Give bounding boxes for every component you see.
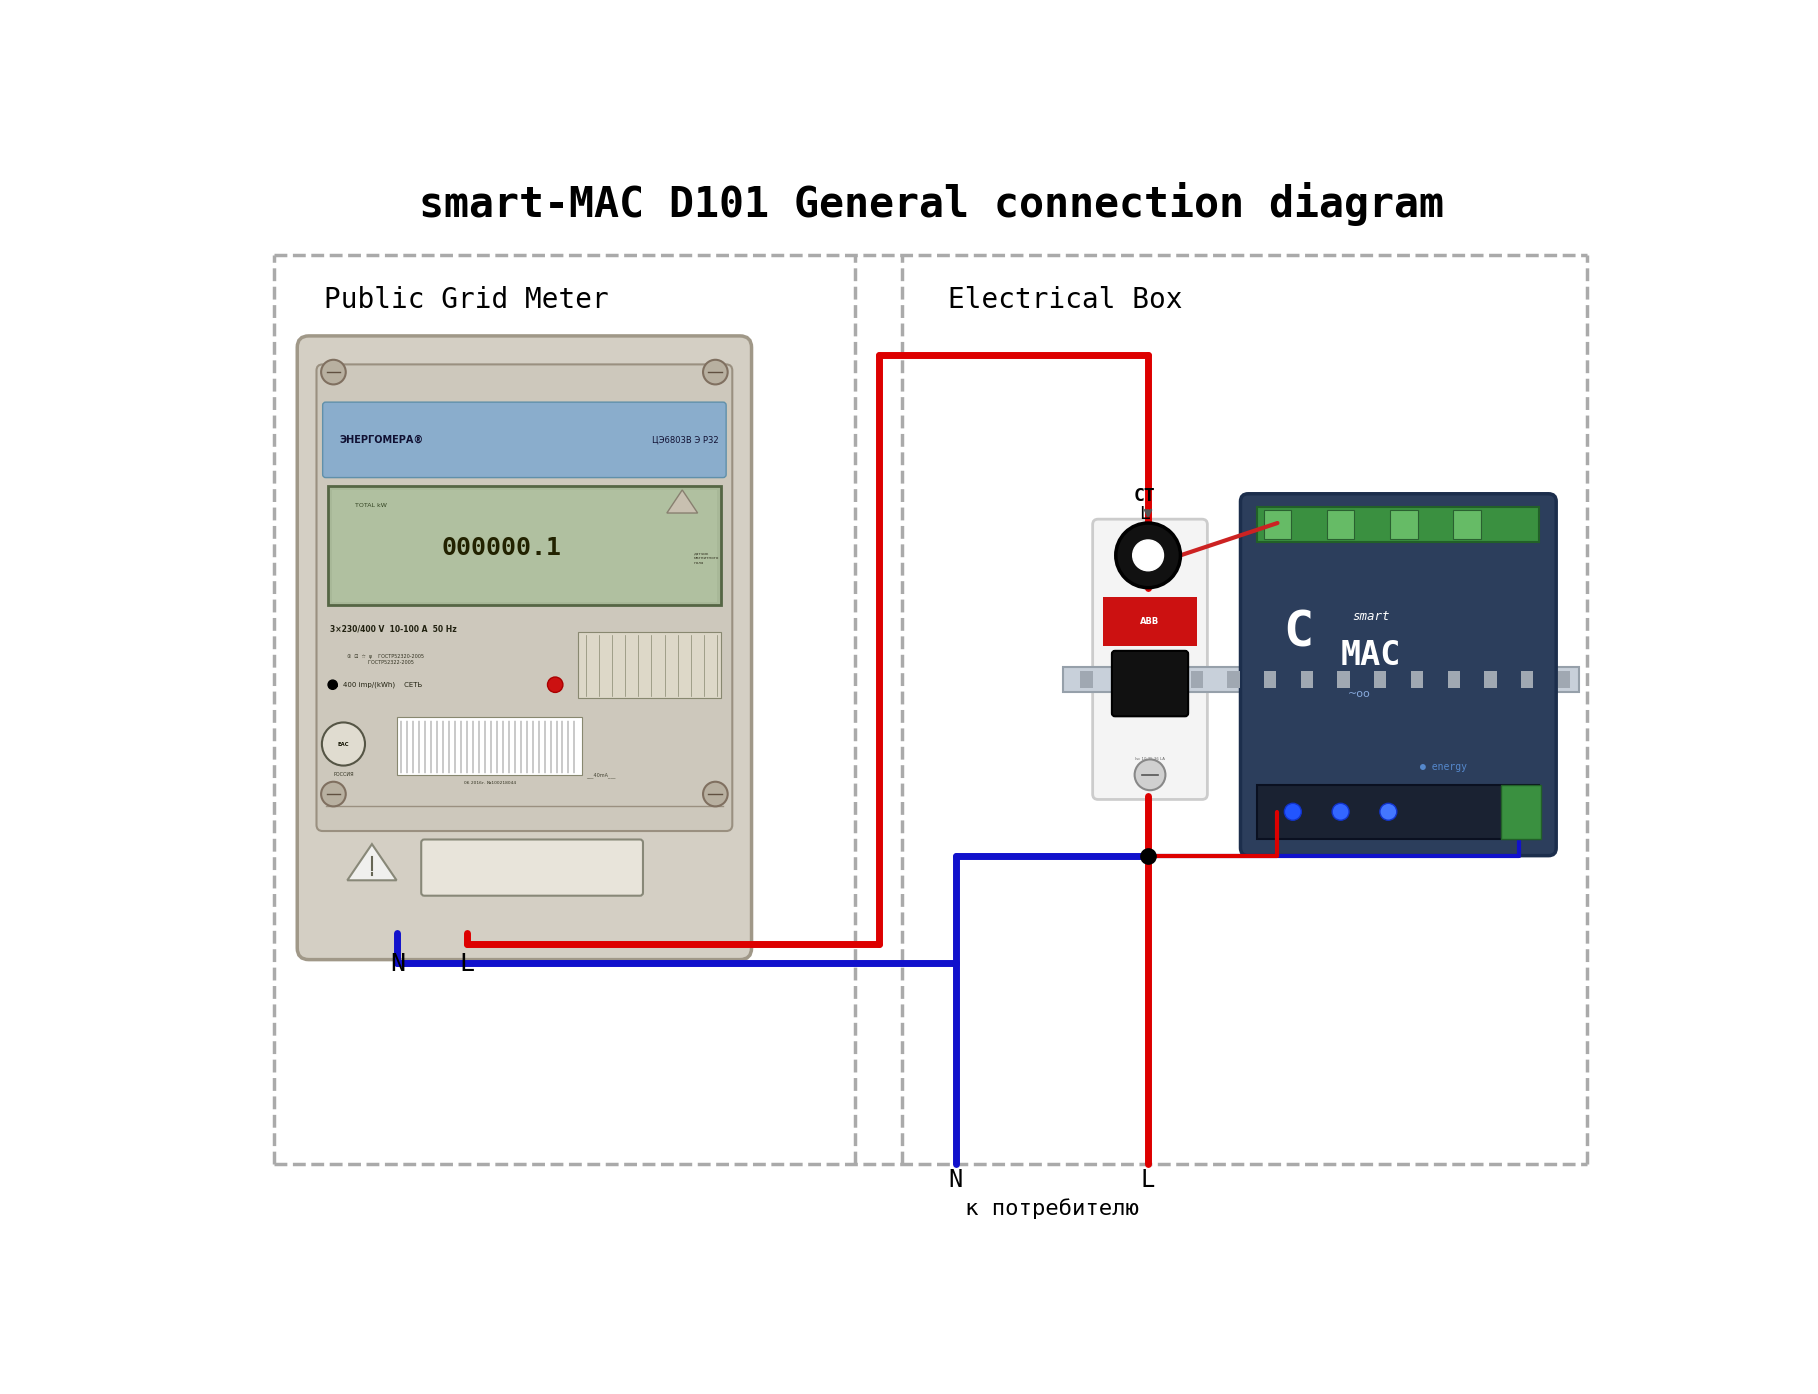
Circle shape xyxy=(547,677,564,693)
Bar xyxy=(1327,510,1354,539)
Bar xyxy=(1300,671,1313,687)
Circle shape xyxy=(1284,803,1302,820)
Circle shape xyxy=(327,680,338,690)
Text: 2 1~230/400V: 2 1~230/400V xyxy=(1134,673,1165,677)
Text: 000000.1: 000000.1 xyxy=(442,535,562,559)
Text: C: C xyxy=(1284,608,1313,657)
FancyBboxPatch shape xyxy=(1113,651,1189,717)
Bar xyxy=(1453,510,1480,539)
Bar xyxy=(1411,671,1423,687)
Text: Electrical Box: Electrical Box xyxy=(947,286,1182,314)
Bar xyxy=(1264,510,1291,539)
Circle shape xyxy=(1380,803,1396,820)
Bar xyxy=(578,633,720,698)
Text: N: N xyxy=(389,952,405,976)
Text: N: N xyxy=(949,1168,964,1192)
Text: smart: smart xyxy=(1353,611,1389,623)
Bar xyxy=(1522,671,1533,687)
Text: ___40mА___: ___40mА___ xyxy=(585,772,616,778)
Bar xyxy=(1500,785,1542,839)
Bar xyxy=(1258,785,1540,839)
Circle shape xyxy=(322,782,345,806)
Circle shape xyxy=(1136,530,1164,558)
Circle shape xyxy=(322,360,345,385)
Text: smart-MAC D101 General connection diagram: smart-MAC D101 General connection diagra… xyxy=(420,181,1443,226)
Bar xyxy=(398,717,582,775)
Text: CT: CT xyxy=(1133,488,1154,505)
FancyBboxPatch shape xyxy=(327,487,720,605)
Text: 3×230/400 V  10-100 А  50 Hz: 3×230/400 V 10-100 А 50 Hz xyxy=(331,625,456,633)
Text: TOTAL kW: TOTAL kW xyxy=(355,503,387,507)
Text: ЭНЕРГОМЕРА®: ЭНЕРГОМЕРА® xyxy=(340,435,424,445)
Circle shape xyxy=(1333,803,1349,820)
Text: MAC: MAC xyxy=(1340,638,1402,672)
Text: к потребителю: к потребителю xyxy=(965,1199,1138,1220)
Text: L: L xyxy=(1138,505,1149,523)
Polygon shape xyxy=(667,489,698,513)
FancyBboxPatch shape xyxy=(1240,493,1556,856)
Bar xyxy=(1483,671,1496,687)
Text: Public Grid Meter: Public Grid Meter xyxy=(324,286,609,314)
Text: датчик
магнитного
поля: датчик магнитного поля xyxy=(694,552,720,565)
Bar xyxy=(1104,597,1196,645)
FancyBboxPatch shape xyxy=(298,336,751,959)
Circle shape xyxy=(1133,539,1164,570)
Bar xyxy=(1064,666,1580,691)
Text: L: L xyxy=(460,952,474,976)
Text: GH201L: GH201L xyxy=(1140,657,1160,662)
Text: ~oo: ~oo xyxy=(1349,689,1371,698)
Circle shape xyxy=(322,722,365,765)
Bar xyxy=(1391,510,1418,539)
Text: ABB: ABB xyxy=(1140,618,1160,626)
Text: ЦЭ6803В Э Р32: ЦЭ6803В Э Р32 xyxy=(653,435,718,445)
Bar xyxy=(1374,671,1387,687)
Circle shape xyxy=(704,360,727,385)
Polygon shape xyxy=(347,845,396,880)
Bar xyxy=(1258,507,1540,541)
Text: РОССИЯ: РОССИЯ xyxy=(333,772,355,778)
Bar xyxy=(1447,671,1460,687)
Circle shape xyxy=(1116,523,1180,588)
Bar xyxy=(333,489,716,602)
Text: ЕАС: ЕАС xyxy=(338,742,349,747)
Text: 06 2016г. №100218044: 06 2016г. №100218044 xyxy=(464,781,516,785)
Text: Isc 10 25 36 LA: Isc 10 25 36 LA xyxy=(1134,757,1165,761)
Circle shape xyxy=(704,782,727,806)
Bar xyxy=(1558,671,1571,687)
Text: L: L xyxy=(1142,1168,1154,1192)
Bar xyxy=(1191,671,1204,687)
Text: ● energy: ● energy xyxy=(1420,763,1467,772)
Circle shape xyxy=(1134,760,1165,790)
FancyBboxPatch shape xyxy=(1093,519,1207,799)
FancyBboxPatch shape xyxy=(322,401,725,478)
Bar xyxy=(1080,671,1093,687)
Text: C: C xyxy=(1147,686,1153,691)
Text: ①  ⊡  ☆  ψ    ГОСТР52320-2005
              ГОСТР52322-2005: ① ⊡ ☆ ψ ГОСТР52320-2005 ГОСТР52322-2005 xyxy=(347,654,424,665)
Bar xyxy=(1338,671,1349,687)
FancyBboxPatch shape xyxy=(316,364,733,831)
FancyBboxPatch shape xyxy=(422,839,644,896)
Bar xyxy=(1154,671,1165,687)
Text: 400 imp/(kWh)    СЕТЬ: 400 imp/(kWh) СЕТЬ xyxy=(344,682,424,689)
Bar xyxy=(1227,671,1240,687)
Bar xyxy=(1116,671,1129,687)
Bar xyxy=(1264,671,1276,687)
